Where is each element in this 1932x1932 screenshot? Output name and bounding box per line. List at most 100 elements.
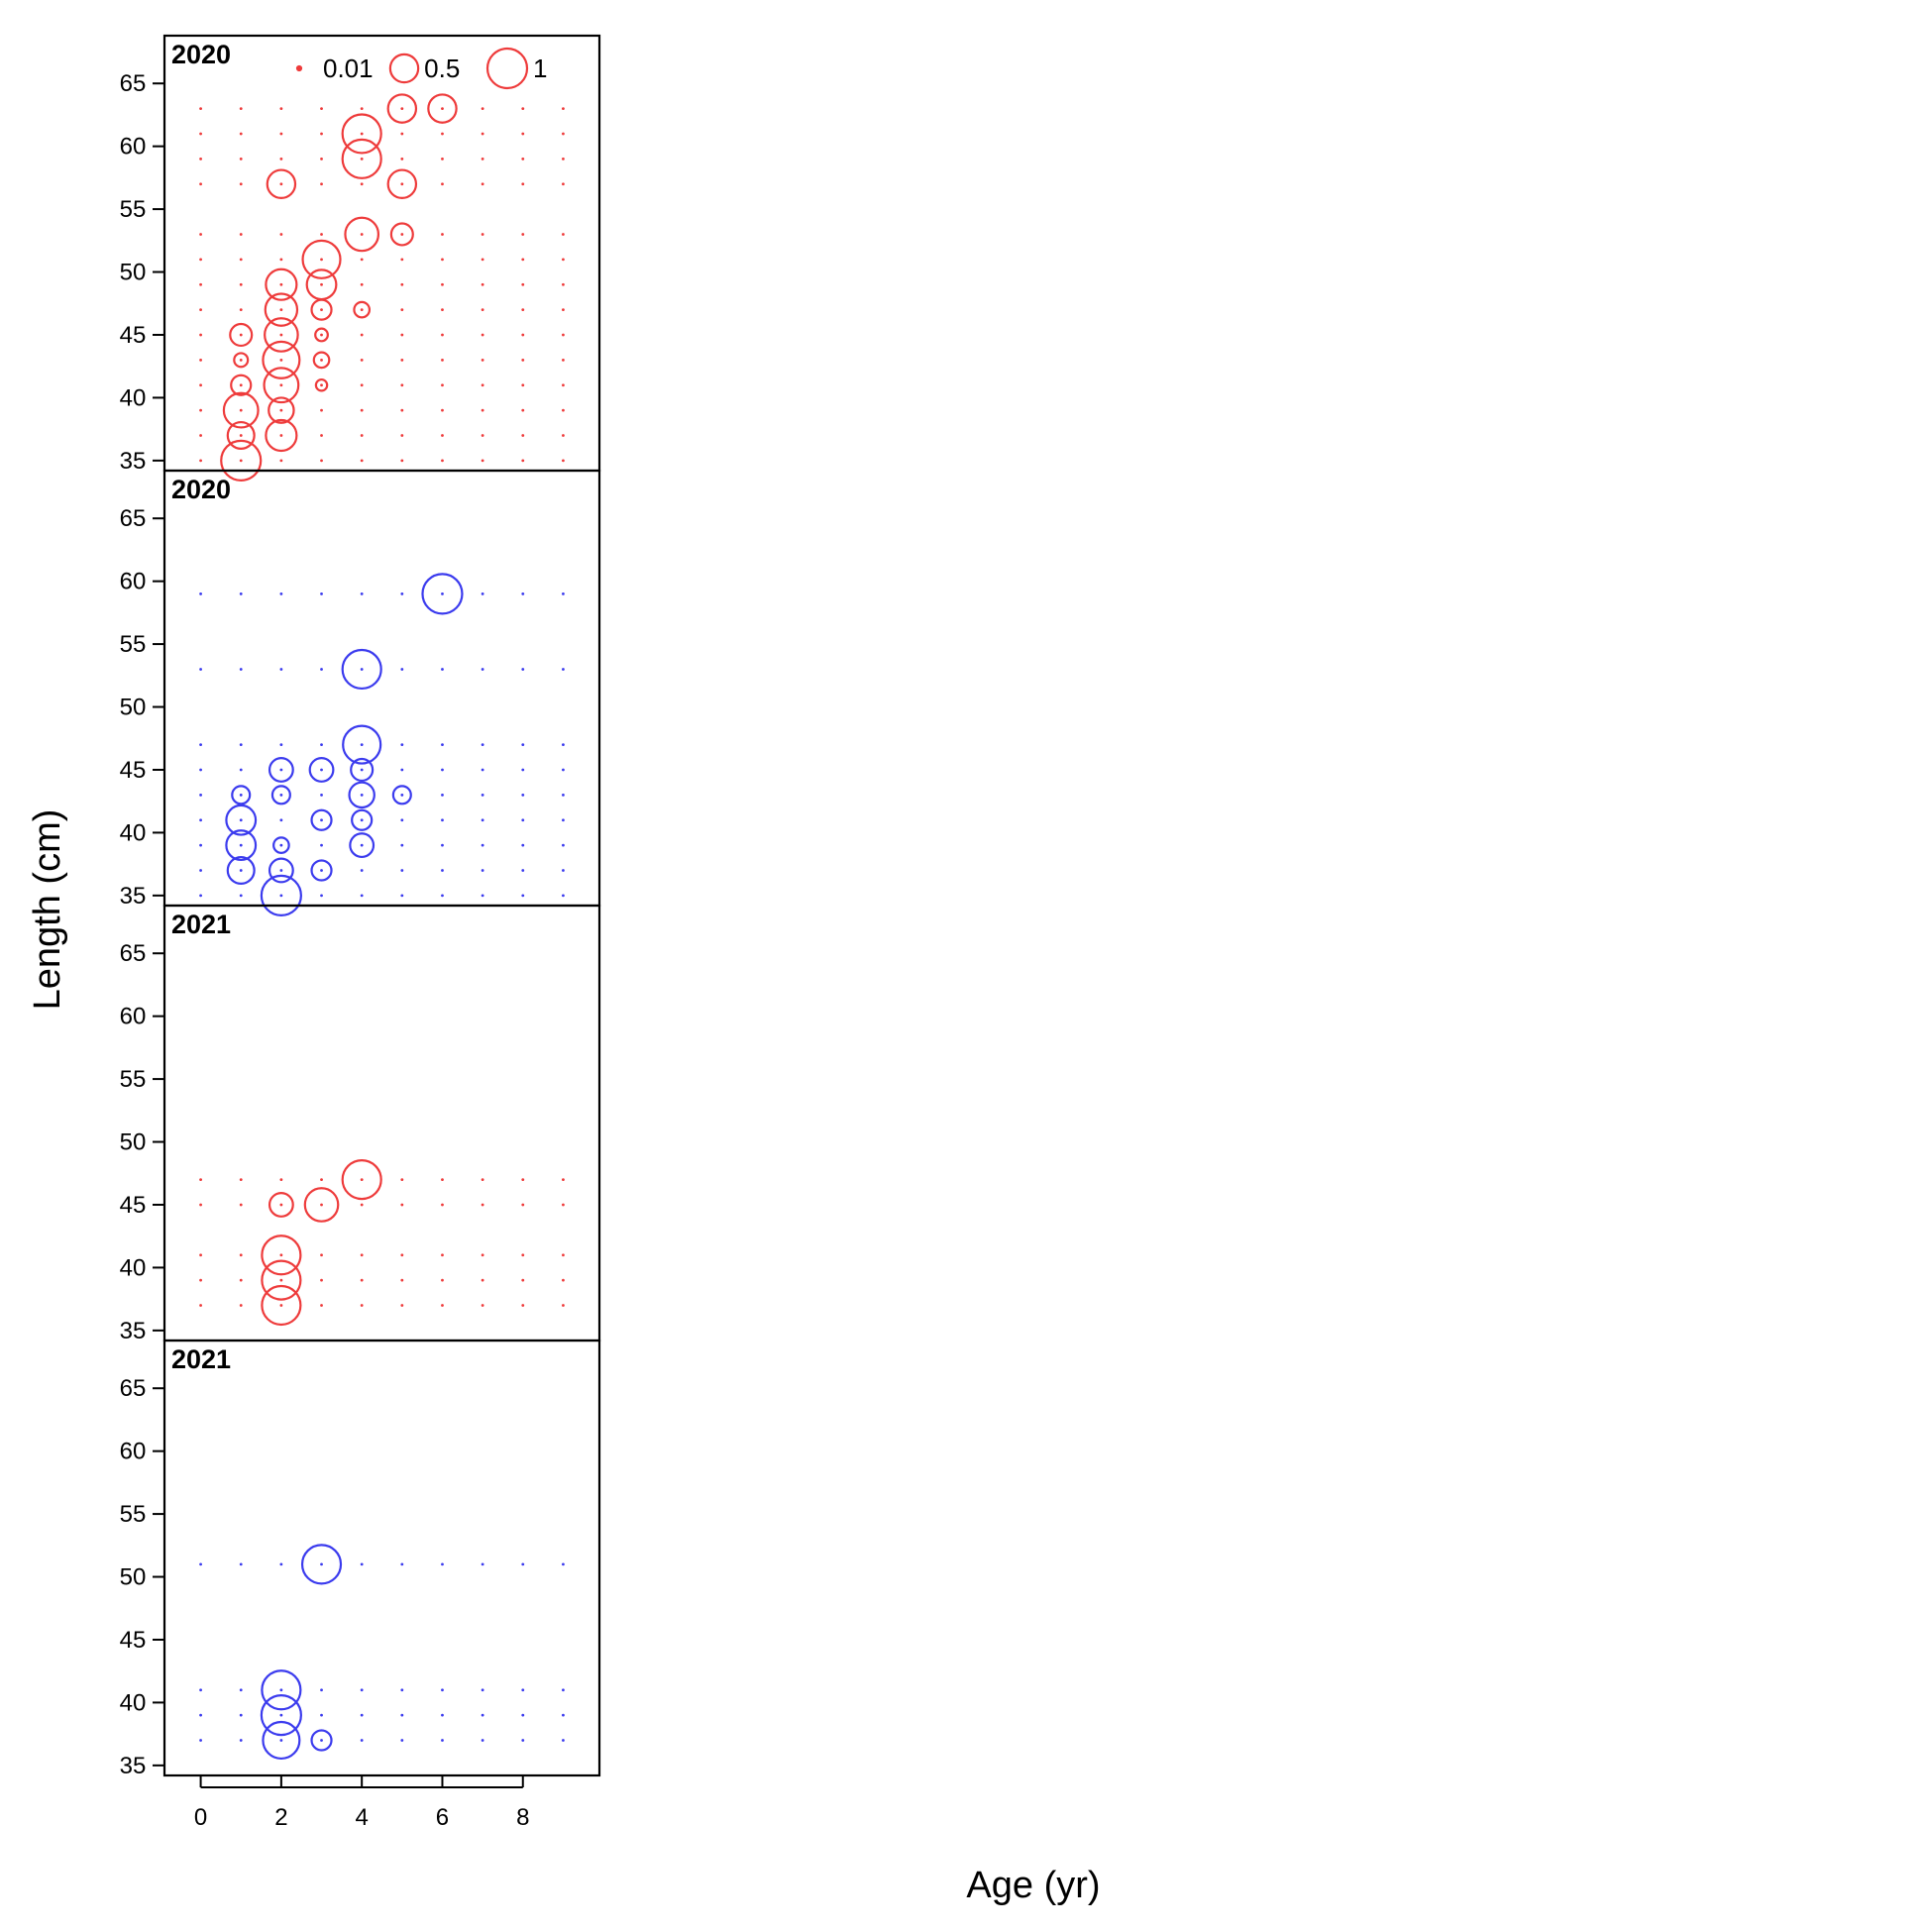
data-bubble — [226, 855, 256, 885]
grid-dot — [400, 869, 404, 872]
grid-dot — [521, 1203, 525, 1207]
grid-dot — [360, 434, 364, 437]
data-bubble — [261, 1259, 302, 1301]
grid-dot — [199, 383, 202, 387]
grid-dot — [481, 258, 484, 262]
grid-dot — [481, 358, 484, 362]
grid-dot — [320, 1304, 323, 1307]
grid-dot — [400, 843, 404, 847]
grid-dot — [320, 282, 323, 286]
grid-dot — [199, 1203, 202, 1207]
data-bubble — [305, 268, 338, 301]
legend-label: 0.01 — [323, 54, 374, 83]
grid-dot — [360, 258, 364, 262]
panel-frame — [162, 904, 601, 1342]
y-tick-label: 55 — [120, 631, 147, 658]
panel-title: 2020 — [171, 475, 231, 504]
grid-dot — [360, 358, 364, 362]
grid-dot — [481, 157, 484, 161]
grid-dot — [279, 258, 283, 262]
grid-dot — [239, 459, 243, 463]
grid-dot — [320, 459, 323, 463]
grid-dot — [360, 107, 364, 110]
grid-dot — [279, 1278, 283, 1282]
y-tick-label: 45 — [120, 757, 147, 784]
grid-dot — [320, 333, 323, 337]
grid-dot — [279, 1688, 283, 1692]
grid-dot — [199, 358, 202, 362]
grid-dot — [360, 1178, 364, 1181]
grid-dot — [521, 333, 525, 337]
grid-dot — [400, 743, 404, 746]
grid-dot — [239, 743, 243, 746]
data-bubble — [342, 724, 382, 765]
grid-dot — [400, 358, 404, 362]
data-bubble — [260, 1693, 302, 1737]
grid-dot — [239, 894, 243, 898]
grid-dot — [400, 459, 404, 463]
panel-title: 2021 — [171, 1344, 231, 1374]
data-bubble — [268, 757, 294, 783]
grid-dot — [400, 132, 404, 136]
data-bubble — [386, 168, 418, 199]
grid-dot — [562, 1178, 565, 1181]
grid-dot — [279, 282, 283, 286]
grid-dot — [562, 894, 565, 898]
grid-dot — [521, 743, 525, 746]
grid-dot — [521, 1178, 525, 1181]
data-bubble — [344, 216, 380, 253]
grid-dot — [320, 358, 323, 362]
grid-dot — [320, 1178, 323, 1181]
grid-dot — [239, 1688, 243, 1692]
panel-frame — [162, 34, 601, 473]
grid-dot — [320, 894, 323, 898]
data-bubble — [310, 859, 333, 882]
grid-dot — [279, 1739, 283, 1742]
grid-dot — [279, 333, 283, 337]
grid-dot — [521, 1278, 525, 1282]
y-tick-label: 55 — [120, 1066, 147, 1093]
grid-dot — [521, 1688, 525, 1692]
grid-dot — [239, 1739, 243, 1742]
grid-dot — [441, 1278, 444, 1282]
grid-dot — [279, 793, 283, 797]
grid-dot — [400, 308, 404, 311]
y-tick-label: 60 — [120, 569, 147, 595]
grid-dot — [562, 768, 565, 772]
grid-dot — [360, 1713, 364, 1717]
grid-dot — [562, 869, 565, 872]
grid-dot — [199, 1253, 202, 1257]
grid-dot — [562, 182, 565, 186]
grid-dot — [441, 1253, 444, 1257]
grid-dot — [279, 358, 283, 362]
y-tick-label: 50 — [120, 260, 147, 286]
grid-dot — [320, 668, 323, 671]
grid-dot — [481, 1713, 484, 1717]
grid-dot — [521, 1739, 525, 1742]
grid-dot — [562, 107, 565, 110]
grid-dot — [400, 768, 404, 772]
panel-frame — [162, 1339, 601, 1777]
grid-dot — [521, 1253, 525, 1257]
data-bubble — [226, 420, 256, 450]
grid-dot — [239, 434, 243, 437]
grid-dot — [481, 434, 484, 437]
grid-dot — [239, 132, 243, 136]
grid-dot — [279, 869, 283, 872]
grid-dot — [562, 358, 565, 362]
grid-dot — [481, 768, 484, 772]
grid-dot — [279, 668, 283, 671]
y-tick-label: 40 — [120, 1254, 147, 1281]
grid-dot — [441, 258, 444, 262]
grid-dot — [360, 1203, 364, 1207]
grid-dot — [360, 383, 364, 387]
grid-dot — [199, 308, 202, 311]
grid-dot — [521, 818, 525, 822]
data-bubble — [308, 757, 335, 783]
grid-dot — [400, 1278, 404, 1282]
grid-dot — [320, 132, 323, 136]
grid-dot — [239, 157, 243, 161]
grid-dot — [562, 383, 565, 387]
grid-dot — [239, 591, 243, 595]
data-bubble — [222, 391, 260, 429]
